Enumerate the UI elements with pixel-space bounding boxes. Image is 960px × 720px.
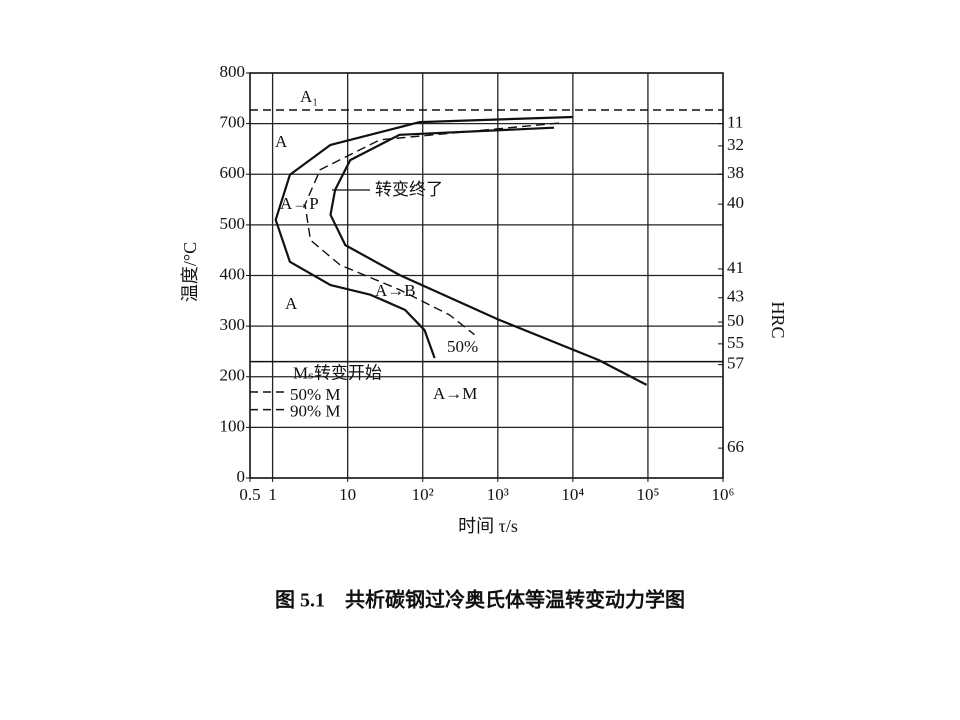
annotation: 转变终了: [375, 180, 443, 199]
caption: 图 5.1 共析碳钢过冷奥氏体等温转变动力学图: [275, 588, 685, 612]
x-tick-label: 10: [339, 485, 356, 504]
annotation: A→B: [375, 281, 416, 300]
reference-label: 50% M: [290, 385, 341, 404]
x-axis-label: 时间 τ/s: [458, 516, 518, 536]
y-tick-label: 100: [220, 416, 246, 435]
annotation: A→P: [280, 194, 319, 213]
y2-tick-label: 11: [727, 113, 743, 132]
y2-tick-label: 40: [727, 193, 744, 212]
y-tick-label: 200: [220, 366, 246, 385]
y-tick-label: 700: [220, 113, 246, 132]
annotation: 50%: [447, 337, 478, 356]
curve: [304, 122, 559, 336]
y2-axis-label: HRC: [768, 301, 788, 338]
y2-tick-label: 32: [727, 135, 744, 154]
x-tick-label: 1: [268, 485, 277, 504]
x-tick-label: 10³: [487, 485, 509, 504]
y-tick-label: 800: [220, 62, 246, 81]
x-tick-label: 0.5: [239, 485, 260, 504]
x-tick-label: 10²: [412, 485, 434, 504]
y2-tick-label: 41: [727, 258, 744, 277]
y2-tick-label: 43: [727, 287, 744, 306]
y2-tick-label: 50: [727, 311, 744, 330]
y-tick-label: 600: [220, 163, 246, 182]
reference-label: 90% M: [290, 402, 341, 421]
reference-label: A₁: [300, 87, 318, 106]
y2-tick-label: 55: [727, 333, 744, 352]
x-tick-label: 10⁴: [561, 485, 584, 504]
y-tick-label: 500: [220, 214, 246, 233]
y-tick-label: 0: [237, 467, 246, 486]
y-tick-label: 400: [220, 264, 246, 283]
y-axis-label: 温度/°C: [180, 242, 200, 302]
annotation: A: [285, 294, 298, 313]
curve: [329, 126, 648, 386]
y-tick-label: 300: [220, 315, 246, 334]
reference-label: Mₛ转变开始: [293, 363, 382, 382]
x-tick-label: 10⁶: [712, 485, 735, 504]
y2-tick-label: 57: [727, 354, 745, 373]
annotation: A: [275, 132, 288, 151]
x-tick-label: 10⁵: [636, 485, 659, 504]
curve: [274, 115, 573, 359]
y2-tick-label: 38: [727, 163, 744, 182]
annotation: A→M: [433, 384, 477, 403]
y2-tick-label: 66: [727, 437, 744, 456]
